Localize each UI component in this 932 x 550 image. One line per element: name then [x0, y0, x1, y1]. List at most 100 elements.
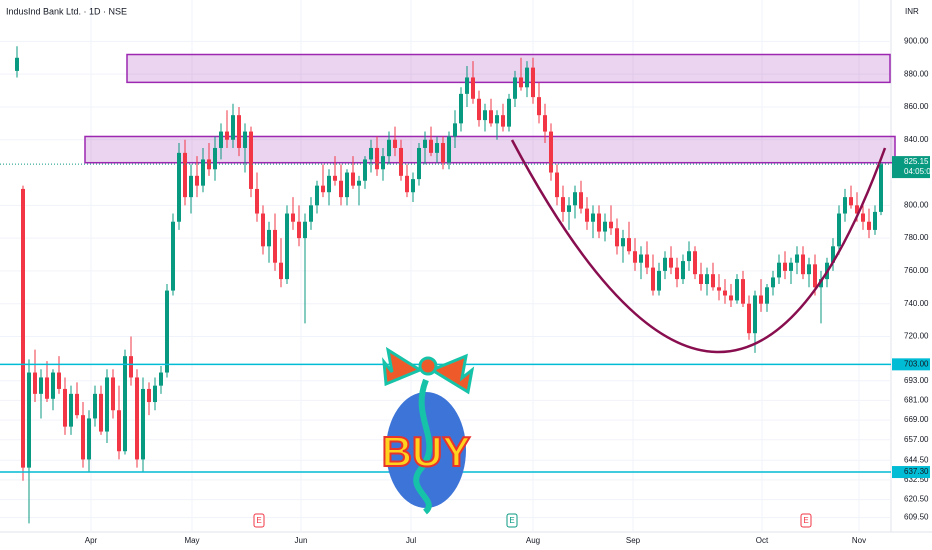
- candle-body: [63, 388, 67, 427]
- candle-body: [351, 172, 355, 186]
- candle-body: [513, 77, 517, 99]
- candle-body: [231, 115, 235, 140]
- currency: INR: [905, 7, 919, 16]
- price-label: 637.30: [904, 467, 929, 476]
- candle-body: [333, 175, 337, 181]
- candle-body: [327, 175, 331, 193]
- x-tick-label: Apr: [85, 536, 98, 545]
- candle-body: [555, 172, 559, 198]
- chart-title: IndusInd Bank Ltd. · 1D · NSE: [6, 6, 127, 16]
- y-tick-label: 657.00: [904, 435, 929, 444]
- candle-body: [255, 188, 259, 214]
- candle-body: [663, 257, 667, 271]
- candle-body: [189, 175, 193, 198]
- candle-body: [159, 372, 163, 386]
- candle-body: [357, 180, 361, 186]
- candle-body: [201, 159, 205, 186]
- candle-body: [75, 393, 79, 416]
- candle-body: [783, 262, 787, 271]
- y-tick-label: 681.00: [904, 396, 929, 405]
- candle-body: [105, 377, 109, 432]
- candle-body: [621, 238, 625, 247]
- candle-body: [135, 377, 139, 460]
- candle-body: [639, 254, 643, 263]
- price-label-box: [892, 466, 930, 479]
- candle-body: [315, 185, 319, 206]
- candle-body: [423, 139, 427, 148]
- candle-body: [27, 372, 31, 468]
- candle-body: [183, 152, 187, 198]
- zones: [84, 53, 896, 164]
- candle-body: [267, 229, 271, 247]
- y-tick-label: 780.00: [904, 233, 929, 242]
- candle-body: [435, 143, 439, 153]
- candle-body: [729, 295, 733, 301]
- candle-body: [873, 211, 877, 230]
- candle-body: [753, 295, 757, 334]
- candle-body: [453, 123, 457, 137]
- candle-body: [699, 274, 703, 285]
- candle-body: [393, 139, 397, 148]
- candle-body: [519, 77, 523, 88]
- logo-head: [418, 356, 438, 376]
- candle-body: [693, 251, 697, 275]
- candle-body: [39, 377, 43, 394]
- y-tick-label: 644.50: [904, 455, 929, 464]
- y-tick-label: 740.00: [904, 299, 929, 308]
- candle-body: [741, 279, 745, 304]
- candle-body: [111, 377, 115, 411]
- y-tick-label: 693.00: [904, 376, 929, 385]
- candle-body: [81, 415, 85, 460]
- y-tick-label: 720.00: [904, 332, 929, 341]
- candle-body: [243, 131, 247, 148]
- earnings-marker: [800, 513, 812, 528]
- logo-text: BUY: [382, 428, 471, 475]
- resistance-zone: [126, 53, 891, 84]
- axes: 900.00 880.00 860.00 840.00 800.00 780.00 760.…: [0, 37, 932, 545]
- candle-body: [141, 388, 145, 460]
- candle-body: [573, 192, 577, 206]
- y-tick-label: 800.00: [904, 200, 929, 209]
- x-tick-label: Jun: [295, 536, 308, 545]
- candle-body: [261, 213, 265, 247]
- candle-body: [153, 385, 157, 403]
- candle-body: [339, 180, 343, 198]
- candle-body: [465, 77, 469, 94]
- candle-body: [735, 279, 739, 301]
- candle-body: [129, 356, 133, 378]
- y-tick-label: 840.00: [904, 135, 929, 144]
- candle-body: [69, 393, 73, 427]
- candle-body: [57, 372, 61, 389]
- candle-body: [477, 98, 481, 121]
- candle-body: [717, 287, 721, 291]
- y-tick-label: 760.00: [904, 266, 929, 275]
- candle-body: [579, 192, 583, 209]
- candle-body: [321, 185, 325, 193]
- candle-body: [441, 143, 445, 163]
- candle-body: [147, 388, 151, 403]
- candle-body: [117, 410, 121, 452]
- y-tick-label: 900.00: [904, 37, 929, 46]
- candle-body: [489, 110, 493, 124]
- candle-body: [429, 139, 433, 153]
- x-tick-label: Sep: [626, 536, 641, 545]
- candle-body: [669, 257, 673, 268]
- candle-body: [279, 262, 283, 280]
- candle-body: [801, 254, 805, 275]
- candle-body: [495, 115, 499, 124]
- candle-body: [93, 393, 97, 419]
- candle-body: [375, 147, 379, 170]
- candle-body: [711, 274, 715, 288]
- candle-body: [99, 393, 103, 432]
- candle-body: [345, 172, 349, 198]
- candle-body: [207, 159, 211, 170]
- price-label-box: [892, 358, 930, 371]
- candle-body: [597, 213, 601, 232]
- candle-body: [363, 159, 367, 181]
- candle-body: [21, 188, 25, 468]
- candle-body: [501, 115, 505, 127]
- candle-body: [177, 152, 181, 222]
- candle-body: [681, 261, 685, 280]
- y-tick-label: 620.50: [904, 495, 929, 504]
- price-label: 703.00: [904, 359, 929, 368]
